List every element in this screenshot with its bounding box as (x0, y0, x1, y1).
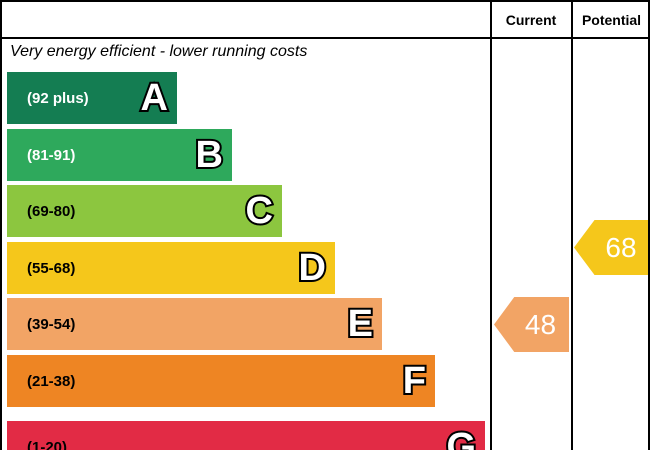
band-range-label: (69-80) (27, 202, 76, 220)
band-range-label: (92 plus) (27, 89, 89, 107)
band-row-a: (92 plus) A (7, 72, 177, 124)
band-row-e: (39-54) E (7, 298, 382, 350)
band-letter: C (244, 190, 276, 232)
column-divider-potential (571, 2, 573, 450)
band-range-label: (81-91) (27, 146, 76, 164)
band-row-f: (21-38) F (7, 355, 435, 407)
band-letter: G (444, 426, 478, 450)
potential-column-header: Potential (581, 11, 642, 28)
band-letter: F (401, 360, 428, 402)
band-range-label: (39-54) (27, 315, 76, 333)
band-row-b: (81-91) B (7, 129, 232, 181)
potential-rating-pointer: 68 (574, 220, 648, 275)
current-column-header: Current (505, 11, 557, 28)
band-range-label: (1-20) (27, 438, 68, 450)
column-divider-current (490, 2, 492, 450)
band-row-c: (69-80) C (7, 185, 282, 237)
band-letter: D (297, 247, 329, 289)
band-range-label: (21-38) (27, 372, 76, 390)
band-row-d: (55-68) D (7, 242, 335, 294)
band-letter: B (194, 134, 226, 176)
band-range-label: (55-68) (27, 259, 76, 277)
header-separator-line (2, 37, 648, 39)
current-rating-pointer: 48 (494, 297, 569, 352)
band-row-g: (1-20) G (7, 421, 485, 450)
potential-rating-value: 68 (605, 231, 637, 263)
band-letter: A (139, 77, 171, 119)
efficiency-caption-top: Very energy efficient - lower running co… (10, 43, 308, 60)
band-letter: E (346, 303, 375, 345)
current-rating-value: 48 (524, 308, 557, 340)
